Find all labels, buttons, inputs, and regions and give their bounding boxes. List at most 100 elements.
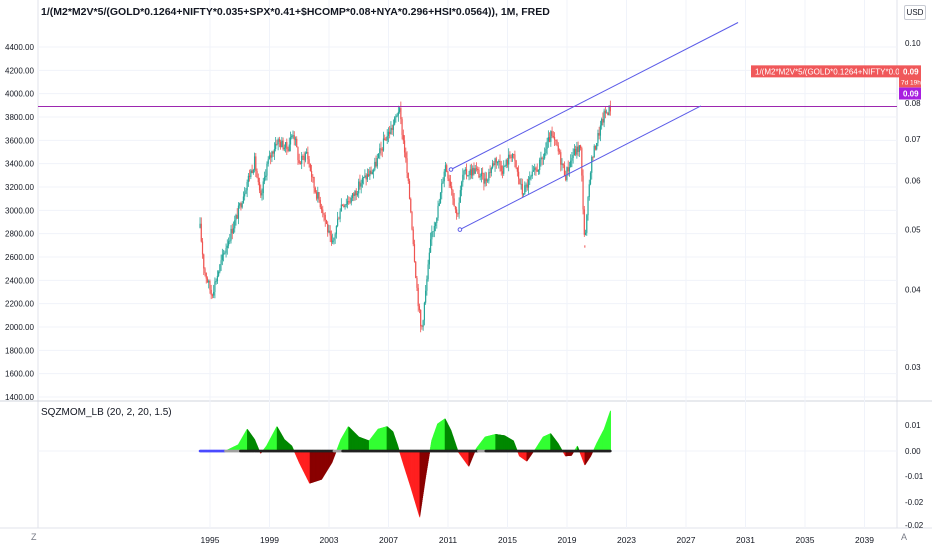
momentum-axis-tick-label: -0.02 [905, 521, 924, 530]
candle-body [478, 169, 480, 178]
candle-body [604, 110, 606, 114]
candle-body [548, 137, 551, 142]
candle-body [234, 220, 236, 229]
candle-body [453, 198, 455, 207]
candle-body [205, 273, 207, 279]
candle-body [464, 169, 466, 171]
candle-body [363, 177, 365, 179]
momentum-axis: 0.01 0.00 -0.01 -0.02 -0.02 [905, 421, 924, 530]
candle-body [521, 183, 523, 195]
candle-body [416, 277, 418, 288]
candle-body [389, 131, 391, 135]
candle-body [348, 201, 350, 203]
candle-body [500, 165, 502, 172]
candle-body [296, 138, 298, 148]
candle-body [465, 169, 468, 176]
candle-body [211, 294, 214, 296]
candle-body [591, 156, 593, 173]
candle-body [400, 108, 402, 120]
candle-body [576, 146, 578, 155]
candle-body [249, 175, 251, 177]
right-axis-tick-label: 0.07 [905, 135, 921, 144]
candle-body [498, 160, 500, 162]
zoom-button[interactable]: Z [31, 532, 37, 542]
left-axis-tick-label: 2400.00 [5, 276, 34, 285]
candle-body [427, 264, 429, 280]
candle-body [242, 196, 245, 204]
right-axis-tick-label: 0.04 [905, 286, 921, 295]
candle-body [463, 170, 465, 175]
candle-body [601, 119, 603, 126]
candle-body [489, 172, 491, 174]
candle-layer[interactable] [199, 100, 611, 333]
candle-body [268, 155, 271, 160]
candle-body [508, 154, 510, 165]
candle-body [325, 220, 328, 224]
candle-body [577, 146, 579, 152]
candle-body [436, 217, 438, 224]
time-axis-tick-label: 2007 [379, 535, 398, 545]
time-axis-tick-label: 2011 [439, 535, 458, 545]
right-axis-tick-label: 0.10 [905, 39, 921, 48]
candle-body [218, 271, 220, 276]
candle-body [429, 239, 432, 253]
candle-body [532, 170, 535, 172]
candle-body [340, 204, 342, 212]
candle-body [482, 172, 484, 174]
candle-body [318, 192, 320, 200]
candle-body [379, 148, 381, 154]
candle-body [542, 158, 544, 160]
candle-body [280, 141, 282, 148]
candle-body [451, 186, 453, 190]
candle-body [483, 173, 485, 184]
candle-body [573, 148, 575, 156]
candle-body [229, 240, 231, 242]
candle-body [496, 161, 499, 163]
candle-body [366, 174, 368, 180]
candle-body [597, 133, 599, 144]
auto-scale-button[interactable]: A [901, 532, 908, 542]
candle-body [375, 161, 377, 167]
last-price-value-bg [899, 65, 921, 88]
candle-body [301, 155, 303, 164]
candle-body [271, 151, 273, 158]
time-axis-tick-label: 2035 [796, 535, 815, 545]
candle-body [418, 306, 421, 310]
candle-body [335, 225, 337, 235]
candle-body [216, 275, 218, 282]
candle-body [526, 184, 528, 188]
candle-body [204, 268, 206, 274]
candle-body [467, 175, 469, 177]
candle-body [277, 139, 279, 145]
candle-body [511, 154, 514, 158]
momentum-layer[interactable] [198, 410, 612, 518]
candle-body [579, 145, 582, 149]
left-axis-tick-label: 3600.00 [5, 136, 34, 145]
candle-body [551, 131, 553, 137]
candle-body [529, 177, 531, 180]
candle-body [275, 143, 277, 150]
candle-body [390, 127, 392, 135]
left-axis-tick-label: 2600.00 [5, 253, 34, 262]
candle-body [499, 160, 501, 166]
candle-body [509, 154, 511, 158]
time-axis-tick-label: 2003 [320, 535, 339, 545]
candle-body [292, 135, 294, 137]
currency-button[interactable]: USD [904, 5, 926, 20]
candle-body [386, 135, 388, 141]
candle-body [555, 139, 557, 141]
candle-body [200, 223, 202, 242]
candle-body [372, 169, 375, 172]
candle-body [575, 148, 577, 155]
candle-body [235, 215, 237, 221]
candle-body [334, 234, 336, 238]
left-axis-tick-label: 1600.00 [5, 370, 34, 379]
candle-body [329, 230, 331, 236]
candle-body [606, 112, 608, 114]
candle-body [214, 281, 216, 292]
candle-body [384, 138, 386, 140]
candle-body [199, 223, 201, 228]
candle-body [251, 170, 253, 174]
candle-body [519, 178, 521, 185]
candle-body [487, 180, 489, 182]
